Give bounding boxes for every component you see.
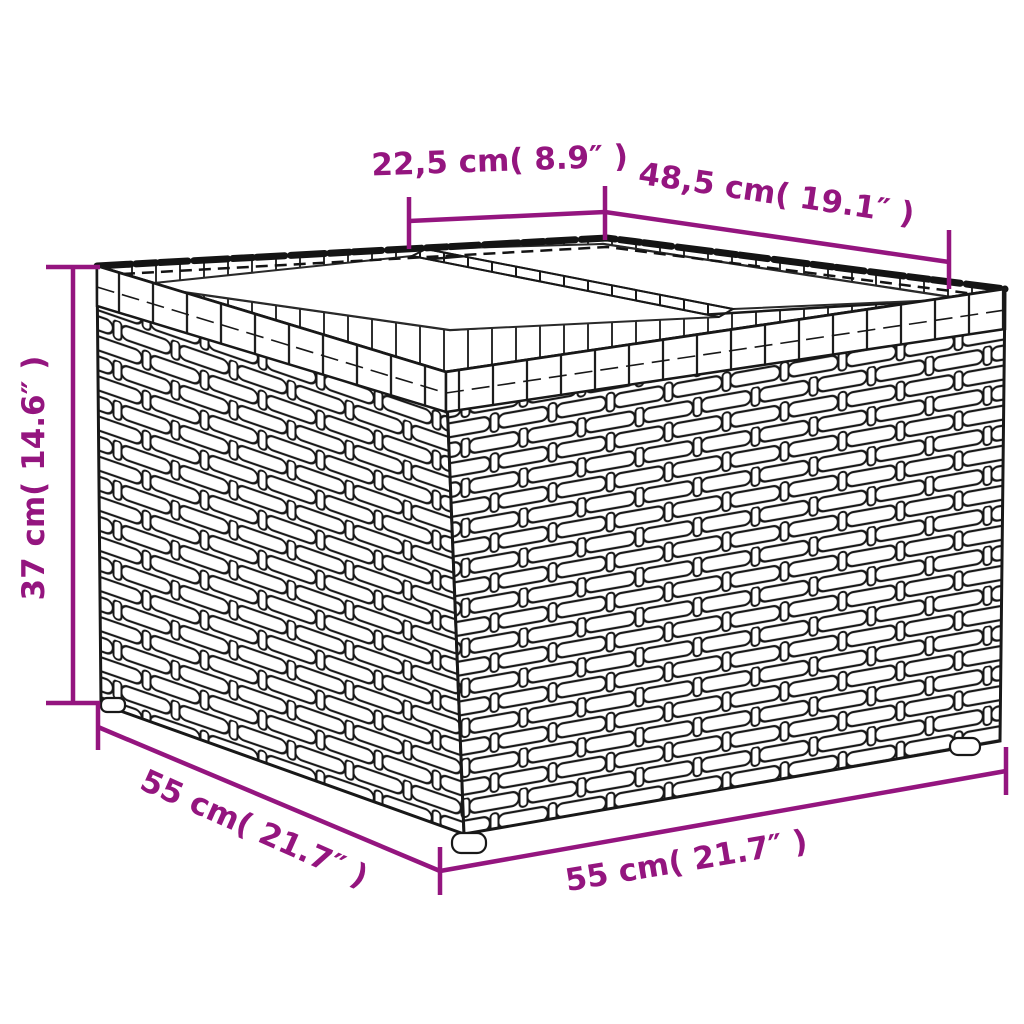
table-top-rim-weave <box>97 238 1005 372</box>
table-foot-front <box>450 831 488 855</box>
table-top-roll-right <box>444 287 1007 414</box>
table-foot-left <box>99 696 127 714</box>
dimension-height-lines <box>46 264 100 706</box>
table-top-back-edge-inner <box>103 245 999 299</box>
table-top-roll-left <box>95 264 448 414</box>
dimension-bottom-lines <box>95 702 1009 895</box>
dimension-top-lines <box>406 186 952 289</box>
label-width: 55 cm( 21.7″ ) <box>563 823 810 899</box>
table-illustration <box>93 234 1009 855</box>
table-foot-right <box>948 736 982 757</box>
dimension-annotations <box>46 186 1009 895</box>
label-height: 37 cm( 14.6″ ) <box>16 356 52 601</box>
label-top-left-panel: 22,5 cm( 8.9″ ) <box>371 139 629 184</box>
